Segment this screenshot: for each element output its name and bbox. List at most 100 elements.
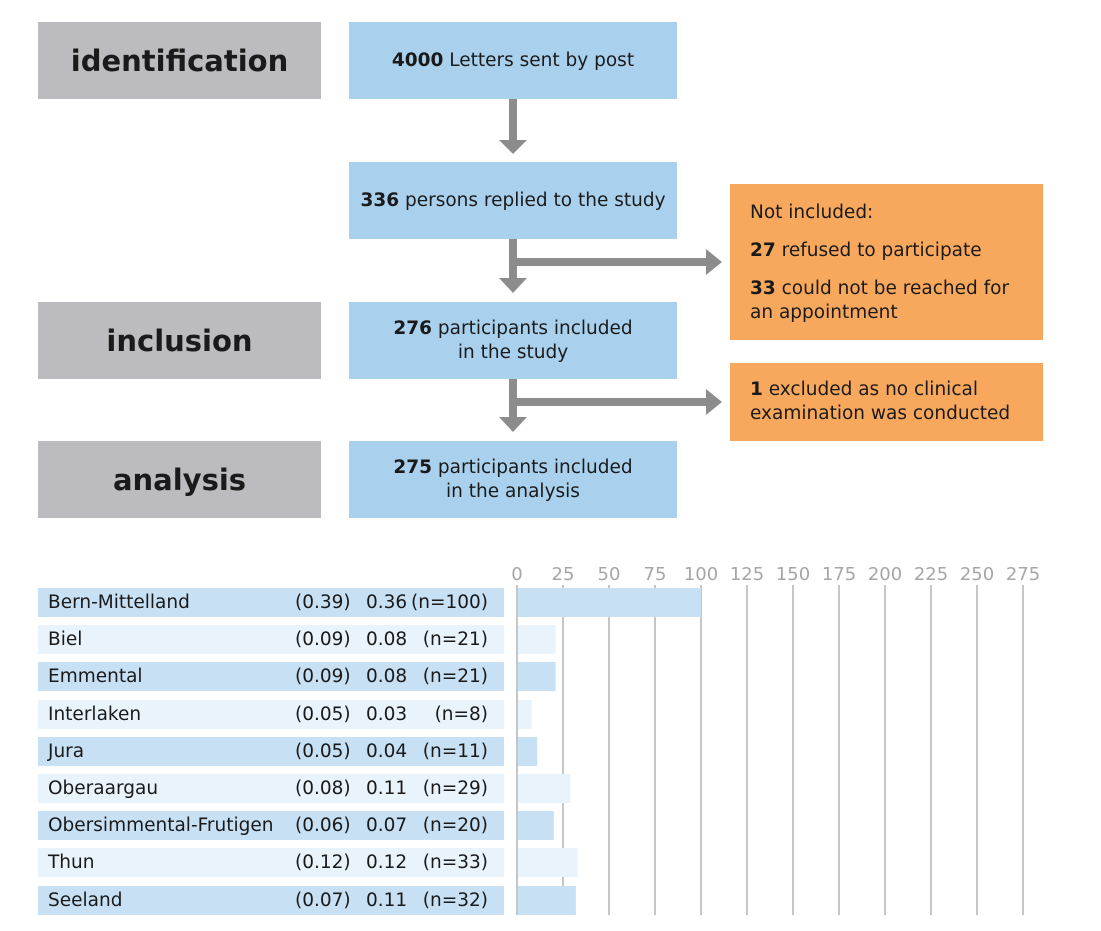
excluded-label: excluded as no clinical [762,379,978,400]
region-n: (n=20) [422,815,488,836]
table-row: Oberaargau (0.08) 0.11 (n=29) [38,774,504,803]
unreached-count: 33 [750,278,776,299]
replied-label: persons replied to the study [399,189,666,211]
refused-label: refused to participate [775,240,982,261]
region-n: (n=11) [422,741,488,762]
tick-label-250: 250 [960,564,994,585]
bar-emmental [518,662,556,691]
region-value: 0.36 [366,592,408,613]
refused-text: 27 refused to participate [750,239,1043,263]
table-row: Obersimmental-Frutigen (0.06) 0.07 (n=20… [38,811,504,840]
tick-label-150: 150 [776,564,810,585]
table-row: Emmental (0.09) 0.08 (n=21) [38,662,504,691]
included-line-1: 276 participants included [393,317,632,341]
region-ratio: (0.09) [295,629,351,650]
region-name: Emmental [48,666,143,687]
region-n: (n=32) [422,890,488,911]
region-n: (n=21) [422,666,488,687]
table-row: Jura (0.05) 0.04 (n=11) [38,737,504,766]
included-label: participants included [432,317,633,339]
region-value: 0.03 [366,704,408,725]
letters-sent-box: 4000 Letters sent by post [349,22,677,99]
region-ratio: (0.39) [295,592,351,613]
table-row: Biel (0.09) 0.08 (n=21) [38,625,504,654]
stage-identification-label: identification [70,43,289,78]
tick-label-275: 275 [1006,564,1040,585]
tick-label-75: 75 [644,564,667,585]
included-line-2: in the study [457,341,569,363]
unreached-line-2: an appointment [750,302,898,323]
table-row: Interlaken (0.05) 0.03 (n=8) [38,700,504,729]
table-row: Thun (0.12) 0.12 (n=33) [38,848,504,877]
tick-label-200: 200 [868,564,902,585]
region-n: (n=29) [422,778,488,799]
region-n: (n=8) [434,704,488,725]
replied-box: 336 persons replied to the study [349,162,677,239]
region-ratio: (0.06) [295,815,351,836]
bar-oberaargau [518,774,571,803]
bar-seeland [518,886,576,915]
unreached-label: could not be reached for [775,278,1010,299]
participants-bar-chart: 0 25 50 75 100 125 150 175 200 225 250 275 [511,564,1040,915]
bar-interlaken [518,700,532,729]
region-name: Oberaargau [48,778,159,799]
excluded-box: 1 excluded as no clinical examination wa… [730,363,1043,441]
region-name: Thun [48,852,95,873]
analysed-box: 275 participants included in the analysi… [349,441,677,518]
region-value: 0.12 [366,852,408,873]
region-name: Interlaken [48,704,142,725]
region-value: 0.08 [366,666,408,687]
excluded-line-1: 1 excluded as no clinical [750,378,1043,402]
region-value: 0.07 [366,815,408,836]
region-name: Seeland [48,890,123,911]
stage-analysis: analysis [38,441,321,518]
letters-count: 4000 [391,49,444,71]
region-ratio: (0.12) [295,852,351,873]
region-n: (n=21) [422,629,488,650]
region-ratio: (0.09) [295,666,351,687]
bar-thun [518,848,578,877]
region-name: Jura [48,741,85,762]
region-n: (n=100) [411,592,488,613]
bar-jura [518,737,538,766]
analysed-line-1: 275 participants included [393,456,632,480]
tick-label-225: 225 [914,564,948,585]
analysed-line-2: in the analysis [446,480,580,502]
arrow-letters-to-replied [499,99,527,154]
included-count: 276 [393,317,432,339]
region-value: 0.08 [366,629,408,650]
region-ratio: (0.08) [295,778,351,799]
refused-count: 27 [750,240,776,261]
table-row: Seeland (0.07) 0.11 (n=32) [38,886,504,915]
analysed-label: participants included [432,456,633,478]
stage-analysis-label: analysis [112,462,247,497]
not-included-box: Not included: 27 refused to participate … [730,184,1043,340]
arrow-included-to-excluded [513,389,722,415]
analysed-count: 275 [393,456,432,478]
region-ratio: (0.07) [295,890,351,911]
stage-inclusion: inclusion [38,302,321,379]
tick-label-100: 100 [684,564,718,585]
flow-arrows [499,99,722,432]
arrow-replied-to-not-included [513,249,722,275]
region-value: 0.11 [366,890,408,911]
tick-label-125: 125 [730,564,764,585]
table-row: Bern-Mittelland (0.39) 0.36 (n=100) [38,588,504,617]
region-name: Bern-Mittelland [48,592,190,613]
region-name: Obersimmental-Frutigen [48,815,274,836]
bar-biel [518,625,556,654]
bar-bern-mittelland [518,588,701,617]
unreached-line-1: 33 could not be reached for [750,277,1043,301]
bar-obersimmental-frutigen [518,811,554,840]
region-ratio: (0.05) [295,741,351,762]
excluded-count: 1 [750,379,763,400]
stage-inclusion-label: inclusion [106,323,253,358]
replied-count: 336 [360,189,400,211]
tick-label-50: 50 [598,564,621,585]
region-value: 0.11 [366,778,408,799]
replied-text: 336 persons replied to the study [360,189,665,213]
letters-label: Letters sent by post [443,49,635,71]
tick-label-175: 175 [822,564,856,585]
region-n: (n=33) [422,852,488,873]
tick-label-0: 0 [511,564,522,585]
